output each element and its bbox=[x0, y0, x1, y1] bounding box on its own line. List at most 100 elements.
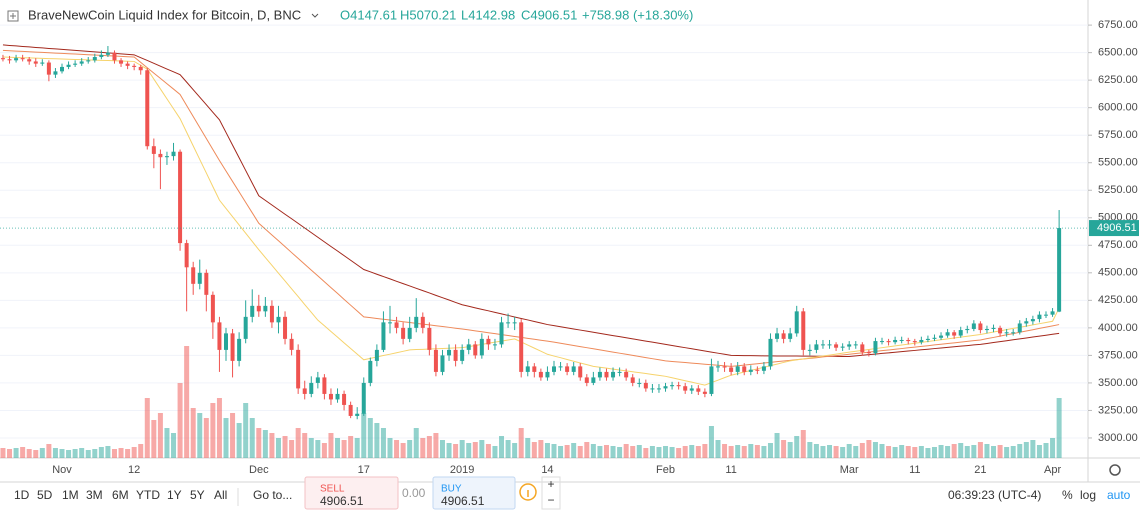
minus-button[interactable]: − bbox=[547, 493, 554, 507]
candle-body bbox=[342, 393, 347, 405]
volume-bar bbox=[735, 445, 741, 458]
range-button[interactable]: 1Y bbox=[167, 488, 182, 502]
candle-body bbox=[99, 54, 104, 58]
candle-body bbox=[761, 366, 766, 371]
volume-bar bbox=[249, 418, 255, 458]
candle-body bbox=[991, 327, 996, 329]
y-tick-label: 4500.00 bbox=[1098, 267, 1138, 279]
volume-bar bbox=[315, 440, 321, 458]
volume-bar bbox=[833, 446, 839, 458]
auto-button[interactable]: auto bbox=[1107, 488, 1131, 502]
range-button[interactable]: All bbox=[214, 488, 227, 502]
candle-body bbox=[14, 58, 19, 61]
plus-button[interactable]: + bbox=[547, 477, 554, 491]
candle-body bbox=[558, 366, 563, 368]
candle-body bbox=[381, 322, 386, 350]
candle-body bbox=[552, 366, 556, 372]
volume-bar bbox=[354, 438, 360, 458]
volume-bar bbox=[131, 447, 137, 458]
volume-bar bbox=[892, 447, 898, 458]
ribbon-line bbox=[2, 49, 1060, 367]
volume-bar bbox=[695, 446, 701, 458]
volume-bar bbox=[899, 445, 905, 458]
range-button[interactable]: 1M bbox=[62, 488, 79, 502]
candle-body bbox=[374, 349, 379, 361]
candle-body bbox=[315, 377, 320, 383]
add-symbol-icon[interactable] bbox=[7, 10, 19, 22]
candle-body bbox=[827, 344, 832, 346]
candle-body bbox=[440, 355, 445, 372]
candle-body bbox=[742, 366, 747, 372]
volume-bar bbox=[33, 450, 39, 458]
candle-body bbox=[60, 66, 64, 72]
ribbon-line bbox=[2, 56, 1060, 386]
range-button[interactable]: 3M bbox=[86, 488, 103, 502]
sell-label: SELL bbox=[320, 484, 345, 495]
volume-bar bbox=[669, 447, 675, 458]
candle-body bbox=[479, 338, 484, 356]
x-tick-label: 14 bbox=[541, 464, 553, 476]
volume-bar bbox=[1043, 443, 1049, 458]
volume-bar bbox=[636, 445, 642, 458]
buy-box[interactable] bbox=[432, 476, 516, 510]
range-button[interactable]: 5D bbox=[37, 488, 53, 502]
candle-body bbox=[1037, 314, 1042, 320]
range-button[interactable]: 1D bbox=[14, 488, 30, 502]
percent-button[interactable]: % bbox=[1062, 488, 1073, 502]
range-button[interactable]: 5Y bbox=[190, 488, 205, 502]
candle-body bbox=[348, 404, 353, 416]
candle-body bbox=[820, 344, 825, 346]
volume-bar bbox=[485, 444, 491, 458]
volume-bar bbox=[597, 446, 603, 458]
volume-bar bbox=[820, 446, 826, 458]
candle-body bbox=[971, 323, 976, 329]
candle-body bbox=[807, 349, 812, 351]
log-button[interactable]: log bbox=[1080, 488, 1096, 502]
symbol-title[interactable]: BraveNewCoin Liquid Index for Bitcoin, D… bbox=[28, 7, 301, 22]
volume-bar bbox=[210, 403, 216, 458]
range-button[interactable]: YTD bbox=[136, 488, 160, 502]
candle-body bbox=[125, 63, 130, 66]
settings-icon[interactable] bbox=[1109, 464, 1121, 476]
candle-body bbox=[184, 243, 189, 268]
volume-bar bbox=[931, 447, 937, 458]
candle-body bbox=[414, 316, 419, 328]
volume-bar bbox=[79, 448, 85, 458]
range-button[interactable]: 6M bbox=[112, 488, 129, 502]
y-tick-label: 3750.00 bbox=[1098, 349, 1138, 361]
candle-body bbox=[492, 344, 497, 346]
volume-bar bbox=[544, 443, 550, 458]
x-tick-label: Dec bbox=[249, 464, 269, 476]
candle-body bbox=[1004, 332, 1009, 334]
candle-body bbox=[919, 339, 924, 343]
y-tick-label: 3000.00 bbox=[1098, 432, 1138, 444]
symbol-chevron[interactable] bbox=[311, 13, 319, 18]
candle-body bbox=[565, 366, 570, 372]
volume-bar bbox=[551, 444, 557, 458]
candle-body bbox=[283, 316, 288, 339]
candle-body bbox=[866, 352, 871, 354]
volume-bar bbox=[663, 446, 669, 458]
candle-body bbox=[906, 339, 911, 342]
goto-button[interactable]: Go to... bbox=[253, 488, 292, 502]
candle-body bbox=[296, 349, 301, 389]
candle-body bbox=[656, 388, 661, 390]
volume-bar bbox=[610, 446, 616, 458]
volume-bar bbox=[971, 445, 977, 458]
sell-box[interactable] bbox=[304, 476, 399, 510]
change: +758.98 (+18.30%) bbox=[582, 7, 693, 22]
candle-body bbox=[571, 366, 576, 372]
volume-bar bbox=[282, 436, 288, 458]
candle-body bbox=[473, 344, 478, 356]
spread: 0.00 bbox=[402, 486, 426, 500]
candle-body bbox=[519, 322, 524, 372]
volume-bar bbox=[269, 433, 275, 458]
candle-body bbox=[814, 344, 819, 350]
add-symbol-plus bbox=[10, 13, 16, 19]
candle-body bbox=[132, 65, 137, 67]
info-icon[interactable] bbox=[519, 483, 537, 501]
candle-body bbox=[735, 366, 740, 372]
candle-body bbox=[46, 62, 51, 75]
candle-body bbox=[840, 346, 845, 348]
